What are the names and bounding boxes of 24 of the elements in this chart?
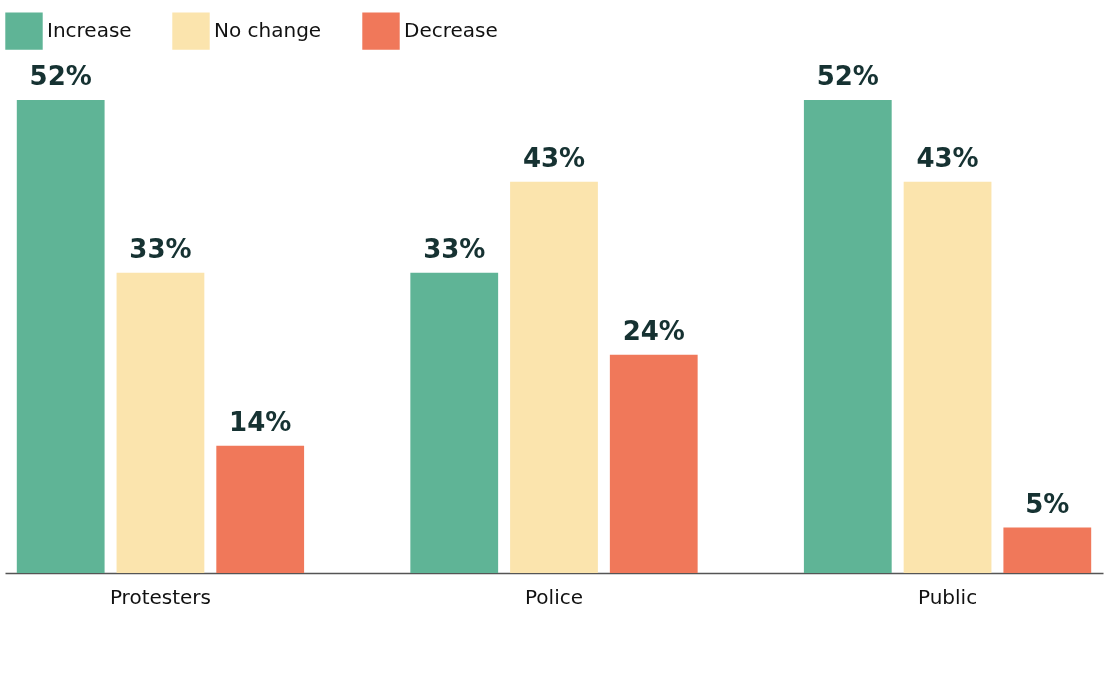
data-label: 33%: [423, 233, 486, 264]
x-tick-label: Protesters: [109, 584, 211, 609]
bar: [609, 354, 698, 573]
bar: [116, 272, 205, 573]
bar: [216, 445, 305, 573]
legend-label: No change: [214, 18, 322, 43]
bar: [410, 272, 499, 573]
bar: [16, 100, 105, 573]
data-label: 14%: [229, 406, 292, 437]
data-label: 52%: [29, 61, 92, 91]
bar: [803, 100, 892, 573]
x-tick-label: Police: [525, 584, 583, 609]
bar: [510, 181, 598, 573]
x-tick-label: Public: [917, 584, 978, 609]
data-label: 43%: [522, 142, 586, 173]
legend-label: Decrease: [404, 18, 498, 43]
bar: [903, 181, 992, 573]
bar: [1003, 527, 1092, 573]
data-label: 5%: [1025, 488, 1070, 519]
data-label: 43%: [916, 142, 979, 173]
legend-label: Increase: [47, 18, 132, 43]
data-label: 33%: [129, 233, 192, 264]
data-label: 52%: [816, 61, 879, 91]
data-label: 24%: [622, 315, 685, 346]
